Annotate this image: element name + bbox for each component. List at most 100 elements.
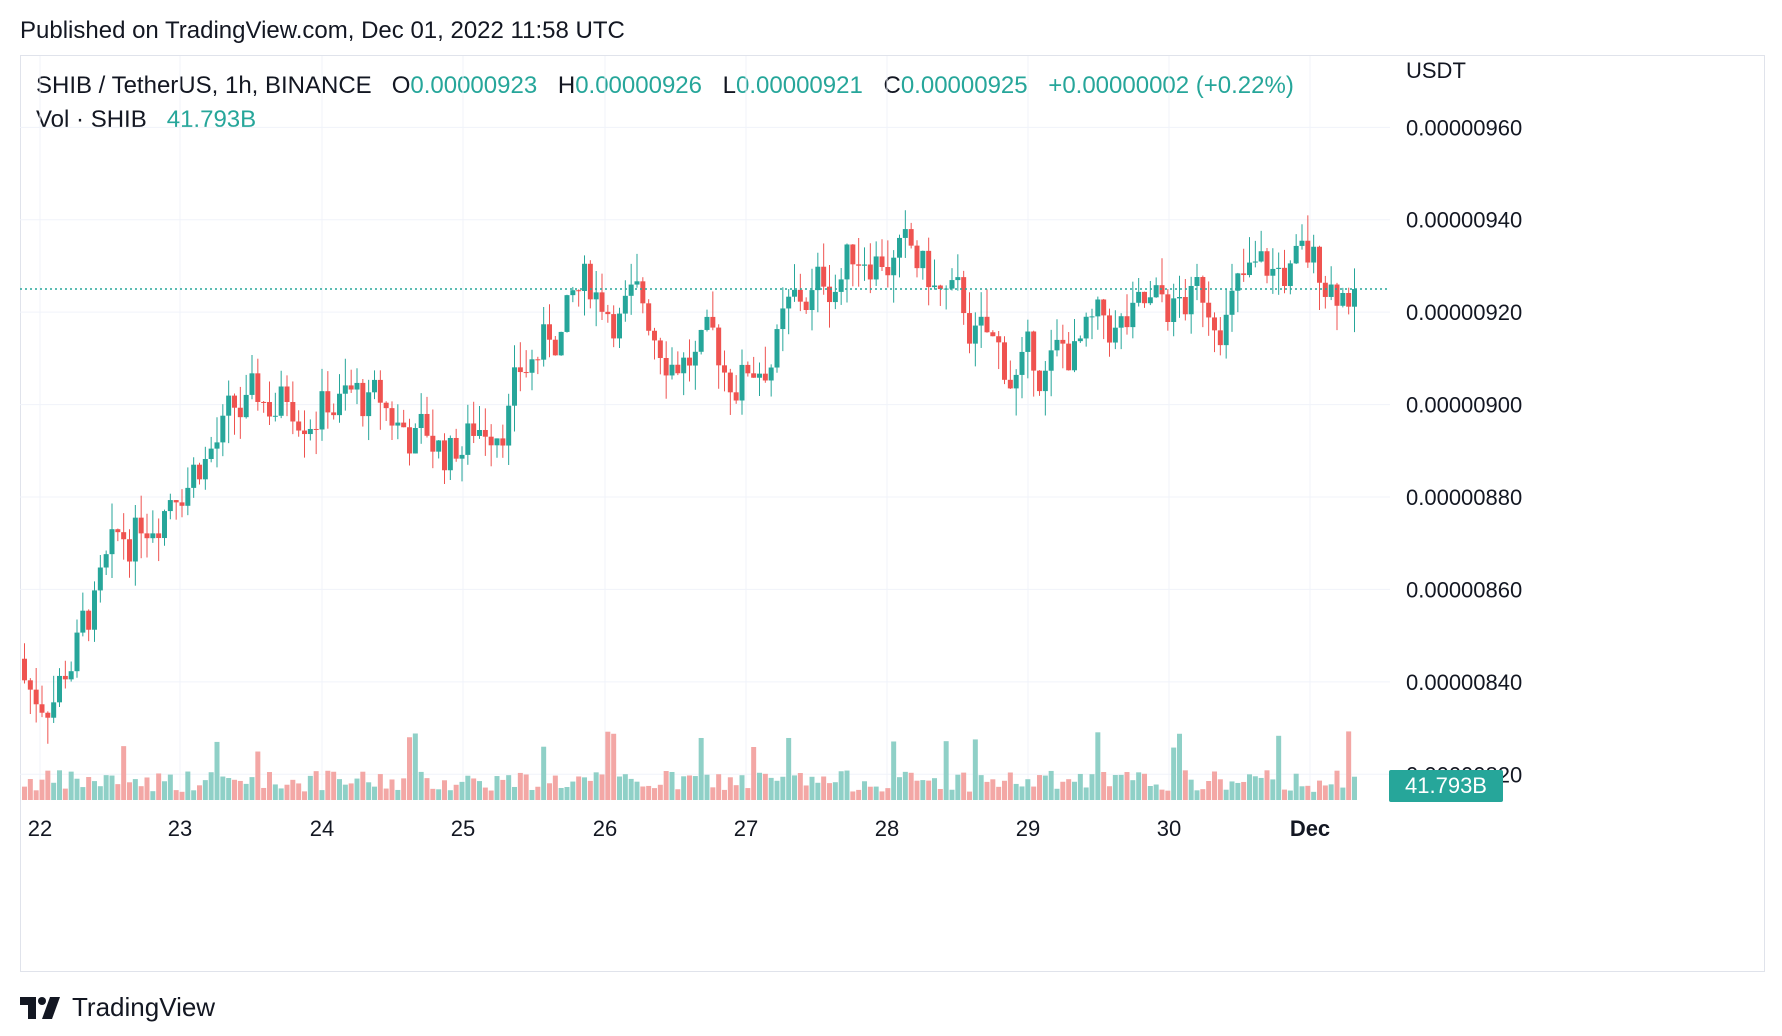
volume-bar xyxy=(821,776,827,800)
volume-label[interactable]: Vol · SHIB xyxy=(36,106,147,133)
candle-body xyxy=(687,357,692,366)
candle-body xyxy=(523,372,529,374)
symbol-label[interactable]: SHIB / TetherUS, 1h, BINANCE xyxy=(36,72,372,99)
candle-body xyxy=(1112,327,1118,343)
candle-body xyxy=(354,382,360,390)
y-tick-label: 0.00000960 xyxy=(1406,115,1522,140)
candle-body xyxy=(1147,297,1153,304)
volume-bar xyxy=(1054,788,1060,800)
candle-body xyxy=(232,395,237,408)
volume-bar xyxy=(278,788,284,800)
volume-bar xyxy=(202,780,208,800)
candle-body xyxy=(862,264,867,266)
candle-body xyxy=(1118,316,1124,328)
ohlc-legend: SHIB / TetherUS, 1h, BINANCE O0.00000923… xyxy=(36,72,1308,100)
volume-bar xyxy=(582,777,587,800)
candle-body xyxy=(255,373,261,402)
candle-body xyxy=(1258,251,1264,262)
candle-body xyxy=(471,423,477,436)
candle-body xyxy=(1136,291,1142,303)
x-tick-label: Dec xyxy=(1290,816,1330,841)
volume-bar xyxy=(780,776,786,800)
volume-bar xyxy=(955,774,961,800)
volume-bar xyxy=(908,772,914,800)
volume-bar xyxy=(698,737,704,800)
candle-body xyxy=(552,339,558,356)
candle-body xyxy=(150,533,156,539)
volume-bar xyxy=(529,789,535,800)
volume-bar xyxy=(319,790,325,800)
volume-bar xyxy=(144,777,150,800)
x-tick-label: 28 xyxy=(875,816,899,841)
volume-bar xyxy=(354,778,360,800)
candle-body xyxy=(115,529,121,533)
volume-bar xyxy=(622,774,628,800)
candle-body xyxy=(366,392,372,417)
time-axis[interactable]: 22 23 24 25 26 27 28 29 30 Dec xyxy=(28,816,1330,841)
volume-bar xyxy=(488,790,494,800)
candle-body xyxy=(57,675,62,703)
candle-body xyxy=(33,689,39,705)
x-tick-label: 30 xyxy=(1157,816,1181,841)
volume-bar xyxy=(593,772,599,800)
volume-bar xyxy=(121,746,127,800)
volume-bar xyxy=(512,786,517,800)
volume-bar xyxy=(687,775,692,800)
candle-body xyxy=(331,412,337,416)
volume-bar xyxy=(920,780,926,800)
candle-body xyxy=(272,415,278,417)
tradingview-brand[interactable]: TradingView xyxy=(20,992,215,1023)
volume-bar xyxy=(827,783,832,800)
candle-body xyxy=(1282,267,1287,287)
candle-body xyxy=(932,285,937,288)
chart-frame[interactable] xyxy=(20,55,1765,972)
candle-body xyxy=(1031,331,1037,371)
candle-body xyxy=(319,391,325,430)
candle-body xyxy=(827,286,832,303)
published-caption: Published on TradingView.com, Dec 01, 20… xyxy=(20,17,625,44)
candle-body xyxy=(856,264,862,266)
volume-bar xyxy=(267,772,272,800)
volume-bar xyxy=(1136,772,1142,800)
candle-body xyxy=(1060,339,1066,344)
volume-bar xyxy=(436,789,442,800)
volume-bar xyxy=(296,783,302,800)
candle-body xyxy=(716,327,722,366)
volume-bar xyxy=(395,789,401,800)
volume-bar xyxy=(1159,789,1165,800)
volume-bar xyxy=(342,784,348,800)
candle-body xyxy=(920,250,926,269)
candle-body xyxy=(587,263,593,300)
volume-bar xyxy=(547,783,552,800)
volume-bar xyxy=(564,787,570,800)
volume-bar xyxy=(1130,780,1136,800)
volume-bar xyxy=(1089,774,1095,800)
volume-bar xyxy=(990,779,996,800)
candle-body xyxy=(867,264,873,280)
candle-body xyxy=(529,359,535,373)
candle-body xyxy=(226,395,232,416)
volume-bar xyxy=(675,789,681,800)
candle-body xyxy=(459,454,465,459)
volume-bar xyxy=(1165,790,1171,800)
candle-body xyxy=(599,292,605,312)
candle-body xyxy=(447,437,453,471)
volume-bar xyxy=(115,784,121,800)
volume-bar xyxy=(634,781,640,800)
candle-body xyxy=(1077,338,1083,342)
volume-bar xyxy=(418,771,424,800)
volume-bar xyxy=(302,791,307,800)
candle-body xyxy=(436,440,442,452)
volume-bar xyxy=(127,782,132,800)
candle-body xyxy=(185,487,191,506)
y-tick-label: 0.00000860 xyxy=(1406,577,1522,602)
volume-bar xyxy=(465,775,471,800)
volume-bar xyxy=(541,746,547,800)
price-axis[interactable]: USDT 0.00000960 0.00000940 0.00000920 0.0000… xyxy=(1389,58,1522,802)
volume-bar xyxy=(856,789,862,800)
candle-body xyxy=(891,257,897,276)
volume-bar xyxy=(366,782,372,800)
x-tick-label: 22 xyxy=(28,816,52,841)
volume-bar xyxy=(652,788,657,800)
